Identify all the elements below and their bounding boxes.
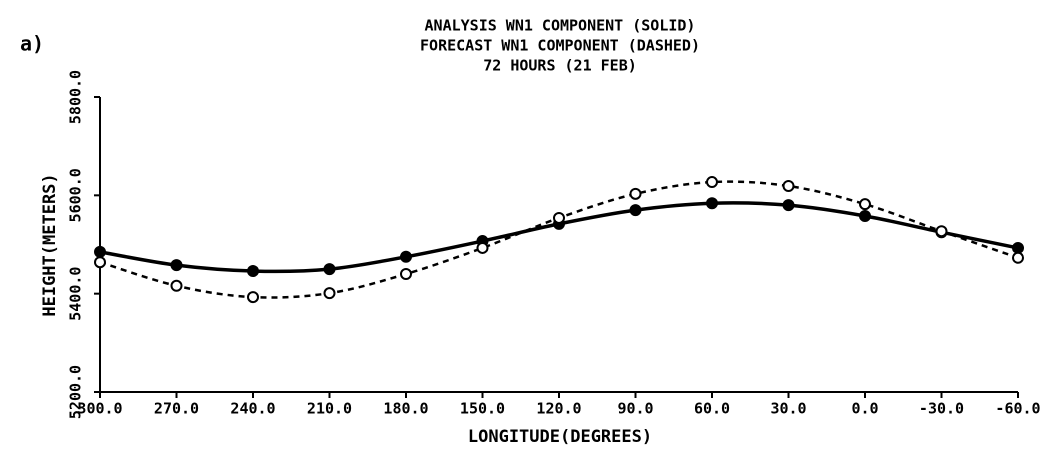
x-tick-label: -60.0	[995, 400, 1040, 418]
point	[859, 209, 871, 222]
chart-title: FORECAST WN1 COMPONENT (DASHED)	[420, 37, 700, 55]
x-tick-label: 30.0	[770, 400, 806, 418]
x-axis-label: LONGITUDE(DEGREES)	[468, 427, 652, 447]
series-line	[99, 180, 1019, 299]
point	[476, 241, 489, 254]
point	[782, 199, 795, 212]
point	[247, 265, 259, 278]
point	[400, 268, 412, 280]
point	[1012, 241, 1024, 254]
chart-title: 72 HOURS (21 FEB)	[483, 57, 637, 75]
point	[706, 197, 718, 210]
point	[935, 225, 948, 238]
x-tick-label: 150.0	[460, 400, 505, 418]
point	[170, 279, 183, 292]
x-tick-label: 180.0	[383, 400, 428, 418]
point	[170, 259, 183, 272]
y-tick-label: 5800.0	[67, 70, 85, 124]
point	[782, 179, 795, 192]
point	[1012, 251, 1024, 264]
x-tick-label: 300.0	[77, 400, 122, 418]
chart-title: ANALYSIS WN1 COMPONENT (SOLID)	[425, 17, 696, 35]
y-tick-label: 5400.0	[67, 267, 85, 321]
point	[323, 263, 336, 276]
point	[629, 187, 642, 200]
x-tick-label: 120.0	[536, 400, 581, 418]
x-tick-label: 270.0	[154, 400, 199, 418]
y-tick-label: 5600.0	[67, 168, 85, 222]
x-tick-label: 210.0	[307, 400, 352, 418]
point	[94, 245, 106, 258]
y-tick-label: 5200.0	[67, 365, 85, 419]
point	[859, 198, 871, 211]
point	[400, 250, 412, 263]
x-tick-label: 0.0	[851, 400, 878, 418]
point	[706, 176, 718, 189]
point	[247, 291, 259, 304]
x-tick-label: 90.0	[617, 400, 653, 418]
y-axis-label: HEIGHT(METERS)	[40, 173, 60, 316]
x-tick-label: -30.0	[919, 400, 964, 418]
panel-label: a)	[20, 32, 44, 56]
point	[323, 287, 336, 300]
point	[629, 204, 642, 217]
x-tick-label: 240.0	[230, 400, 275, 418]
point	[553, 211, 565, 224]
x-tick-label: 60.0	[694, 400, 730, 418]
point	[94, 256, 106, 269]
